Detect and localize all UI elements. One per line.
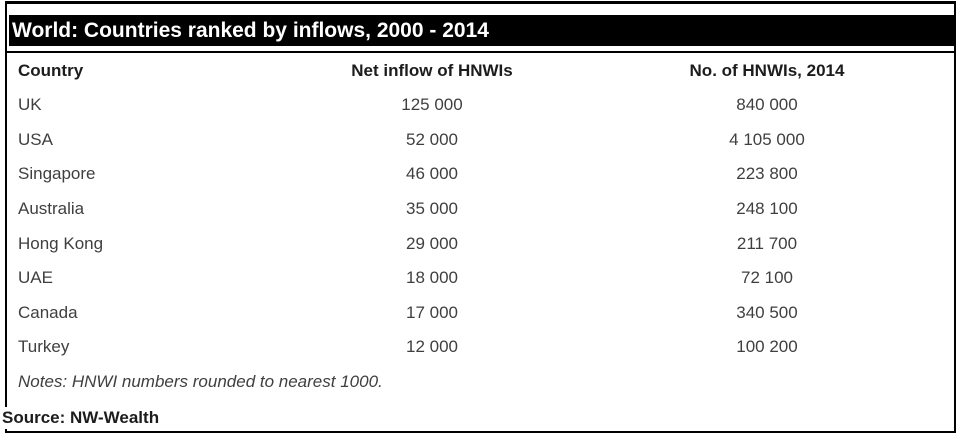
- cell-country: Hong Kong: [18, 233, 104, 253]
- source-label: Source: NW-Wealth: [1, 407, 166, 429]
- table-row: Canada 17 000 340 500: [7, 296, 954, 331]
- cell-net-inflow: 125 000: [401, 95, 463, 115]
- table-row: USA 52 000 4 105 000: [7, 123, 954, 158]
- column-header-hnwis-2014: No. of HNWIs, 2014: [689, 60, 845, 80]
- table-row: Turkey 12 000 100 200: [7, 330, 954, 365]
- table-row: Hong Kong 29 000 211 700: [7, 226, 954, 261]
- cell-hnwis-2014: 100 200: [736, 337, 798, 357]
- cell-country: USA: [18, 129, 53, 149]
- cell-hnwis-2014: 223 800: [736, 164, 798, 184]
- cell-net-inflow: 35 000: [406, 199, 458, 219]
- cell-net-inflow: 17 000: [406, 302, 458, 322]
- cell-country: UAE: [18, 268, 53, 288]
- title-divider: [7, 51, 954, 53]
- cell-hnwis-2014: 248 100: [736, 199, 798, 219]
- table-header-row: Country Net inflow of HNWIs No. of HNWIs…: [7, 53, 954, 88]
- cell-country: Canada: [18, 302, 78, 322]
- cell-hnwis-2014: 4 105 000: [729, 129, 805, 149]
- table-frame: World: Countries ranked by inflows, 2000…: [5, 1, 956, 433]
- cell-hnwis-2014: 72 100: [741, 268, 793, 288]
- cell-net-inflow: 46 000: [406, 164, 458, 184]
- cell-net-inflow: 52 000: [406, 129, 458, 149]
- column-header-net-inflow: Net inflow of HNWIs: [351, 60, 513, 80]
- cell-country: UK: [18, 95, 42, 115]
- table-row: UK 125 000 840 000: [7, 88, 954, 123]
- title-bar: World: Countries ranked by inflows, 2000…: [9, 15, 954, 46]
- cell-hnwis-2014: 340 500: [736, 302, 798, 322]
- cell-country: Singapore: [18, 164, 96, 184]
- cell-country: Australia: [18, 199, 85, 219]
- table-notes: Notes: HNWI numbers rounded to nearest 1…: [18, 371, 383, 391]
- cell-net-inflow: 12 000: [406, 337, 458, 357]
- cell-hnwis-2014: 211 700: [736, 233, 798, 253]
- table-row: Australia 35 000 248 100: [7, 192, 954, 227]
- cell-net-inflow: 29 000: [406, 233, 458, 253]
- table-row: UAE 18 000 72 100: [7, 261, 954, 296]
- page-title: World: Countries ranked by inflows, 2000…: [12, 19, 489, 42]
- cell-net-inflow: 18 000: [406, 268, 458, 288]
- column-header-country: Country: [18, 60, 84, 80]
- cell-hnwis-2014: 840 000: [736, 95, 798, 115]
- table-row: Singapore 46 000 223 800: [7, 157, 954, 192]
- cell-country: Turkey: [18, 337, 70, 357]
